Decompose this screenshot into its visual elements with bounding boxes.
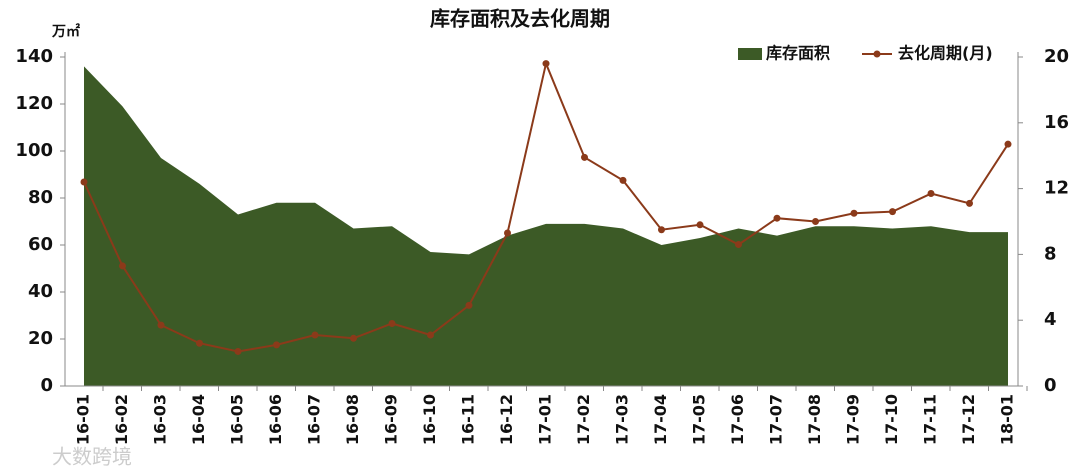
line-marker (773, 214, 781, 222)
x-tick-label: 18-01 (998, 394, 1017, 445)
y-tick-label: 80 (28, 187, 53, 208)
x-tick-label: 16-10 (420, 394, 439, 445)
x-tick-label: 17-02 (574, 394, 593, 445)
legend-swatch (738, 48, 762, 60)
line-marker (119, 262, 126, 270)
x-tick-label: 17-01 (536, 394, 555, 445)
y-tick-label: 20 (28, 328, 53, 349)
line-marker (619, 176, 627, 184)
x-tick-label: 16-09 (382, 394, 401, 445)
x-tick-label: 16-06 (266, 394, 285, 445)
y2-tick-label: 20 (1044, 46, 1069, 67)
x-tick-label: 17-05 (690, 394, 709, 445)
line-marker (850, 209, 858, 217)
legend-label: 库存面积 (766, 44, 830, 63)
x-tick-label: 17-06 (728, 394, 747, 445)
x-tick-label: 17-07 (767, 394, 786, 445)
line-marker (234, 347, 242, 355)
x-tick-label: 17-04 (651, 394, 670, 445)
x-tick-label: 16-08 (343, 394, 362, 445)
y-tick-label: 100 (15, 140, 53, 161)
y2-tick-label: 0 (1044, 375, 1057, 396)
line-marker (696, 221, 704, 229)
line-marker (311, 331, 319, 339)
y-unit: 万㎡ (51, 23, 80, 40)
x-tick-label: 17-09 (844, 394, 863, 445)
y-tick-label: 120 (15, 93, 53, 114)
line-marker (504, 229, 511, 237)
y2-tick-label: 8 (1044, 243, 1057, 264)
chart-title: 库存面积及去化周期 (430, 7, 610, 31)
y-tick-label: 60 (28, 234, 53, 255)
x-tick-label: 16-04 (189, 394, 208, 445)
line-marker (812, 218, 819, 225)
x-tick-label: 16-03 (151, 394, 170, 445)
line-marker (1004, 140, 1012, 148)
line-marker (889, 208, 896, 216)
y-tick-label: 40 (28, 281, 53, 302)
x-tick-label: 16-05 (228, 394, 247, 445)
line-marker (966, 199, 973, 207)
line-marker (427, 331, 434, 339)
x-tick-label: 17-08 (805, 394, 824, 445)
line-marker (735, 241, 742, 249)
line-marker (350, 334, 357, 342)
line-marker (388, 319, 396, 327)
line-marker (542, 60, 550, 68)
x-tick-label: 16-01 (74, 394, 93, 445)
x-tick-label: 16-11 (459, 394, 478, 445)
line-marker (465, 301, 473, 309)
x-tick-label: 17-12 (959, 394, 978, 445)
x-tick-label: 16-07 (305, 394, 324, 445)
y2-tick-label: 16 (1044, 112, 1069, 133)
line-marker (196, 339, 203, 347)
y-tick-label: 0 (40, 375, 53, 396)
line-marker (927, 190, 935, 198)
area (84, 66, 1008, 387)
line-marker (658, 226, 665, 234)
legend-marker (873, 50, 881, 58)
watermark: 大数跨境 (52, 445, 132, 469)
y2-tick-label: 12 (1044, 178, 1069, 199)
x-tick-label: 16-02 (112, 394, 131, 445)
line-marker (157, 321, 165, 329)
legend-label: 去化周期(月) (898, 44, 993, 63)
line-marker (273, 341, 280, 349)
line-marker (581, 153, 588, 161)
line-marker (80, 178, 88, 186)
y-tick-label: 140 (15, 46, 53, 67)
y2-tick-label: 4 (1044, 309, 1057, 330)
x-tick-label: 16-12 (497, 394, 516, 445)
x-tick-label: 17-03 (613, 394, 632, 445)
x-tick-label: 17-10 (882, 394, 901, 445)
x-tick-label: 17-11 (921, 394, 940, 445)
